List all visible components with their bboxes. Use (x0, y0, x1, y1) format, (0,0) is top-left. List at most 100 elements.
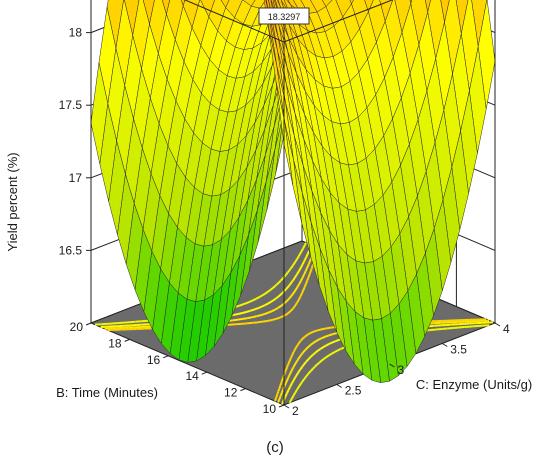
contour-segment (265, 313, 269, 314)
contour-segment (317, 329, 321, 330)
x-tick-mark (125, 339, 130, 341)
contour-segment (300, 369, 301, 370)
contour-segment (282, 403, 283, 404)
contour-segment (252, 316, 256, 317)
contour-segment (302, 290, 303, 292)
contour-segment (299, 384, 300, 386)
x-tick-mark (202, 372, 207, 374)
contour-segment (291, 384, 292, 385)
contour-segment (300, 268, 301, 269)
contour-segment (276, 318, 280, 319)
contour-segment (254, 308, 258, 309)
contour-segment (289, 387, 290, 389)
contour-segment (281, 393, 282, 395)
y-tick-mark (284, 405, 289, 408)
contour-segment (306, 255, 307, 257)
contour-segment (329, 343, 332, 344)
contour-segment (291, 266, 293, 268)
contour-segment (287, 392, 288, 393)
contour-segment (243, 303, 247, 304)
contour-segment (295, 276, 296, 278)
contour-segment (299, 370, 300, 371)
contour-segment (329, 334, 333, 335)
contour-segment (310, 332, 313, 333)
contour-segment (286, 393, 287, 394)
contour-segment (277, 395, 278, 397)
contour-segment (308, 276, 309, 278)
contour-segment (294, 393, 295, 395)
contour-segment (298, 357, 300, 359)
z-axis-label: Yield percent (%) (5, 152, 20, 251)
contour-segment (298, 386, 299, 388)
contour-segment (303, 262, 304, 264)
x-tick-label: 18 (108, 336, 122, 350)
contour-segment (305, 258, 306, 260)
contour-segment (307, 252, 308, 254)
peak-value-label: 18.3297 (268, 12, 301, 22)
contour-segment (276, 298, 277, 299)
contour-segment (239, 304, 243, 305)
contour-segment (294, 262, 295, 263)
contour-segment (326, 355, 329, 357)
contour-segment (326, 344, 329, 346)
contour-segment (278, 392, 279, 394)
contour-segment (296, 303, 297, 304)
contour-segment (286, 287, 288, 289)
contour-segment (301, 250, 302, 252)
contour-segment (307, 359, 309, 361)
contour-segment (301, 339, 303, 341)
x-axis-label: B: Time (Minutes) (56, 385, 158, 400)
contour-segment (296, 288, 297, 290)
z-tick-label: 18 (69, 26, 83, 40)
contour-segment (299, 297, 300, 299)
contour-segment (253, 299, 256, 301)
contour-segment (268, 302, 271, 304)
contour-segment (336, 340, 340, 341)
contour-segment (295, 290, 296, 291)
contour-segment (287, 298, 289, 300)
contour-segment (279, 386, 280, 388)
contour-segment (293, 396, 294, 397)
contour-segment (326, 328, 331, 329)
contour-segment (281, 279, 283, 281)
z-tick-label: 17.5 (59, 98, 83, 112)
contour-segment (314, 330, 318, 331)
contour-segment (308, 345, 310, 347)
contour-segment (295, 362, 296, 364)
contour-segment (302, 248, 303, 249)
contour-segment (290, 268, 291, 269)
contour-segment (307, 266, 308, 267)
contour-segment (300, 281, 301, 283)
contour-segment (280, 396, 281, 398)
contour-segment (300, 295, 301, 297)
contour-segment (293, 307, 294, 309)
contour-segment (290, 282, 292, 284)
contour-segment (316, 340, 319, 342)
x-tick-label: 14 (185, 369, 199, 383)
x-tick-label: 12 (224, 386, 238, 400)
x-tick-mark (240, 389, 245, 391)
contour-segment (295, 261, 296, 262)
contour-segment (306, 375, 308, 377)
contour-segment (286, 367, 287, 369)
contour-segment (298, 300, 299, 302)
contour-segment (275, 399, 276, 401)
contour-segment (238, 313, 242, 314)
contour-segment (285, 274, 287, 276)
contour-segment (300, 252, 301, 254)
contour-segment (265, 304, 268, 305)
x-tick-mark (86, 323, 91, 325)
contour-segment (268, 320, 273, 321)
x-tick-label: 10 (263, 402, 277, 416)
contour-segment (285, 383, 286, 385)
contour-segment (259, 296, 261, 297)
contour-segment (333, 333, 337, 334)
contour-segment (296, 259, 297, 261)
contour-segment (309, 371, 311, 373)
contour-segment (299, 269, 300, 271)
contour-segment (303, 274, 304, 276)
contour-segment (298, 343, 299, 345)
panel-label: (c) (266, 439, 284, 456)
y-tick-mark (337, 385, 342, 388)
